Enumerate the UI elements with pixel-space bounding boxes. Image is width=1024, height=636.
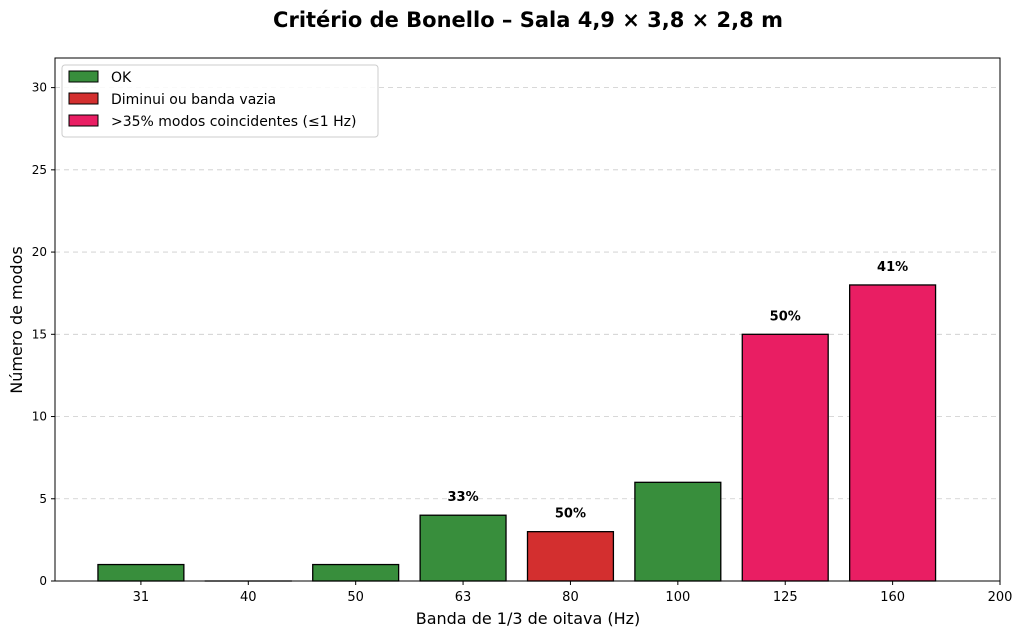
bar-125 bbox=[741, 333, 829, 582]
legend-label-coinc: >35% modos coincidentes (≤1 Hz) bbox=[111, 114, 356, 130]
x-tick-label: 125 bbox=[773, 590, 798, 605]
legend: OK Diminui ou banda vazia >35% modos coinc… bbox=[61, 64, 379, 138]
y-axis-label: Número de modos bbox=[7, 246, 26, 393]
bar-160 bbox=[849, 284, 937, 582]
x-tick-label: 200 bbox=[988, 590, 1013, 605]
x-tick-label: 31 bbox=[133, 590, 150, 605]
legend-swatch-bad bbox=[68, 92, 99, 105]
x-tick-label: 50 bbox=[347, 590, 364, 605]
x-tick-label: 40 bbox=[240, 590, 257, 605]
y-tick-label: 25 bbox=[32, 163, 47, 177]
bar-63 bbox=[419, 514, 507, 582]
bar-31 bbox=[97, 563, 185, 582]
data-label-63: 33% bbox=[448, 490, 479, 505]
x-axis-label: Banda de 1/3 de oitava (Hz) bbox=[416, 609, 641, 628]
y-tick-label: 10 bbox=[32, 410, 47, 424]
legend-swatch-ok bbox=[68, 70, 99, 83]
data-label-160: 41% bbox=[877, 260, 908, 275]
bar-50 bbox=[312, 563, 400, 582]
legend-label-bad: Diminui ou banda vazia bbox=[111, 92, 276, 108]
legend-label-ok: OK bbox=[111, 70, 132, 86]
bar-100 bbox=[634, 481, 722, 582]
x-tick-label: 160 bbox=[880, 590, 905, 605]
plot-frame bbox=[54, 57, 1001, 582]
data-label-80: 50% bbox=[555, 507, 586, 522]
y-tick-label: 0 bbox=[39, 574, 47, 588]
chart-title: Critério de Bonello – Sala 4,9 × 3,8 × 2… bbox=[273, 8, 783, 32]
bar-80 bbox=[526, 531, 615, 582]
x-tick-label: 80 bbox=[562, 590, 579, 605]
legend-swatch-coinc bbox=[68, 114, 99, 127]
x-tick-label: 100 bbox=[665, 590, 690, 605]
x-tick-label: 63 bbox=[455, 590, 472, 605]
y-tick-label: 5 bbox=[39, 492, 47, 506]
y-tick-label: 20 bbox=[32, 245, 47, 259]
data-label-125: 50% bbox=[770, 309, 801, 324]
y-tick-label: 15 bbox=[32, 327, 47, 341]
y-tick-label: 30 bbox=[32, 81, 47, 95]
legend-box bbox=[61, 64, 379, 138]
